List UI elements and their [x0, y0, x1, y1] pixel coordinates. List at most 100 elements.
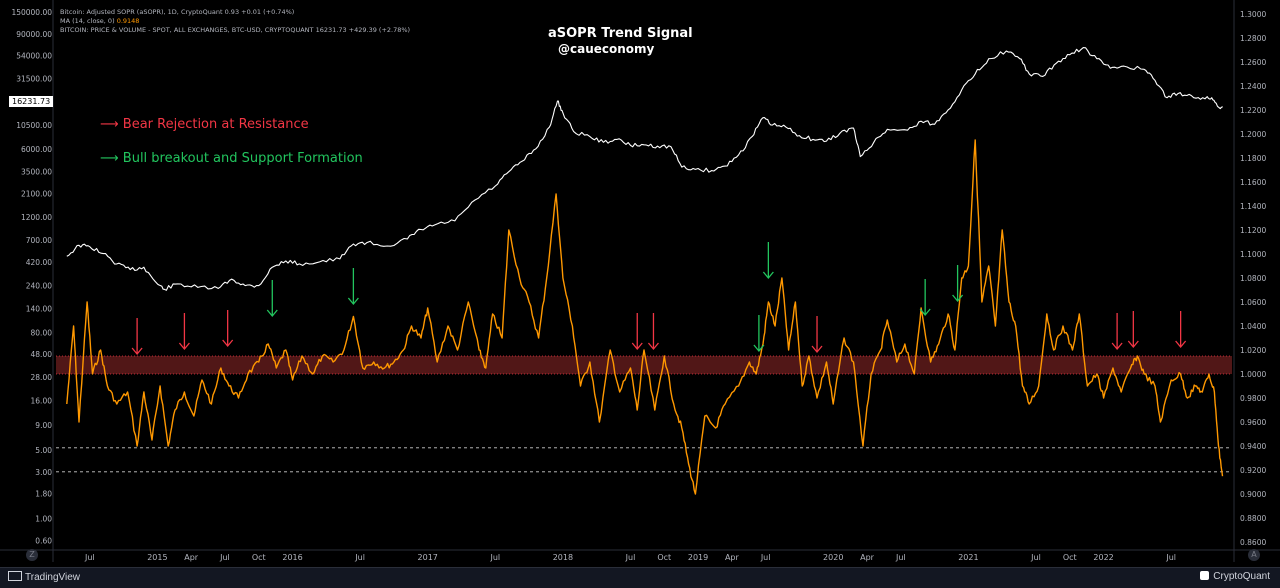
arrow-layer	[131, 242, 1187, 356]
current-price-tag: 16231.73	[9, 96, 54, 107]
right-axis-tick-label: 1.1800	[1240, 154, 1266, 163]
legend-bear-rejection: ⟶ Bear Rejection at Resistance	[100, 117, 309, 132]
left-axis-tick-label: 150000.00	[11, 8, 52, 17]
indicator-info: Bitcoin: Adjusted SOPR (aSOPR), 1D, Cryp…	[60, 8, 410, 35]
x-axis-tick-label: 2015	[147, 553, 167, 562]
red-arrow-head	[631, 342, 643, 351]
x-axis-tick-label: Apr	[184, 553, 199, 562]
cryptoquant-icon	[1200, 571, 1210, 580]
right-axis-tick-label: 0.8800	[1240, 514, 1266, 523]
right-axis-tick-label: 1.2200	[1240, 106, 1266, 115]
left-axis-tick-label: 10500.00	[16, 121, 52, 130]
x-axis-tick-label: Apr	[860, 553, 875, 562]
chart-background	[0, 0, 1280, 567]
green-arrow-icon: ⟶	[100, 151, 119, 166]
right-axis-tick-label: 1.2800	[1240, 34, 1266, 43]
right-axis-tick-label: 1.2600	[1240, 58, 1266, 67]
right-axis-tick-label: 0.8600	[1240, 538, 1266, 547]
tradingview-logo[interactable]: TradingView	[8, 571, 80, 583]
x-axis-tick-label: 2018	[553, 553, 573, 562]
red-arrow-head	[178, 342, 190, 351]
btc-price-line	[66, 47, 1223, 291]
x-axis-tick-label: 2021	[958, 553, 978, 562]
red-arrow-head	[131, 347, 143, 356]
asopr-ma-line	[66, 139, 1224, 495]
green-arrow-head	[952, 294, 964, 303]
x-axis-tick-label: Apr	[725, 553, 740, 562]
zoom-button[interactable]: Z	[26, 549, 38, 561]
left-axis-tick-label: 2100.00	[21, 189, 52, 198]
tradingview-label: TradingView	[25, 572, 81, 583]
resistance-band	[56, 356, 1232, 374]
right-axis-tick-label: 0.9400	[1240, 442, 1266, 451]
ma-label: MA (14, close, 0)	[60, 17, 115, 25]
x-axis-tick-label: Oct	[1063, 553, 1077, 562]
ma-value: 0.9148	[116, 17, 140, 25]
right-axis-tick-label: 0.9000	[1240, 490, 1266, 499]
red-arrow-head	[1111, 342, 1123, 351]
x-axis-tick-label: 2022	[1093, 553, 1113, 562]
right-axis-tick-label: 1.0800	[1240, 274, 1266, 283]
chart-subtitle: @caueconomy	[558, 42, 655, 56]
info-line-price: BITCOIN: PRICE & VOLUME - SPOT, ALL EXCH…	[60, 26, 411, 34]
right-axis-tick-label: 0.9800	[1240, 394, 1266, 403]
tradingview-icon	[8, 571, 22, 581]
right-axis-tick-label: 1.0600	[1240, 298, 1266, 307]
chart-canvas: 150000.0090000.0054000.0031500.0018000.0…	[0, 0, 1280, 567]
left-axis-tick-label: 54000.00	[16, 51, 52, 60]
footer-bar: TradingView CryptoQuant	[0, 567, 1280, 588]
green-arrow-head	[753, 344, 765, 353]
x-axis-tick-label: 2019	[688, 553, 708, 562]
x-axis-tick-label: Jul	[84, 553, 95, 562]
x-axis-tick-label: 2017	[418, 553, 438, 562]
left-axis-tick-label: 6000.00	[21, 145, 52, 154]
x-axis-tick-label: Jul	[354, 553, 365, 562]
right-axis-tick-label: 1.1200	[1240, 226, 1266, 235]
left-axis-tick-label: 28.00	[31, 373, 53, 382]
left-axis-tick-label: 5.00	[35, 446, 52, 455]
red-arrow-head	[222, 339, 234, 348]
right-axis-tick-label: 1.1000	[1240, 250, 1266, 259]
green-arrow-head	[266, 309, 278, 318]
legend-bear-label: Bear Rejection at Resistance	[122, 117, 309, 132]
red-arrow-head	[647, 342, 659, 351]
x-axis-tick-label: Oct	[252, 553, 266, 562]
x-axis-tick-label: Jul	[219, 553, 230, 562]
left-axis-tick-label: 1.80	[35, 490, 52, 499]
left-axis-tick-label: 700.00	[26, 236, 52, 245]
left-axis-tick-label: 420.00	[26, 258, 52, 267]
chart-title: aSOPR Trend Signal	[548, 26, 693, 41]
right-axis-tick-label: 0.9600	[1240, 418, 1266, 427]
right-axis-tick-label: 1.1400	[1240, 202, 1266, 211]
right-axis-tick-label: 1.0000	[1240, 370, 1266, 379]
green-arrow-head	[347, 297, 359, 306]
left-axis-tick-label: 80.00	[31, 328, 53, 337]
left-axis-tick-label: 140.00	[26, 305, 52, 314]
cryptoquant-logo[interactable]: CryptoQuant	[1200, 571, 1270, 582]
right-axis-tick-label: 1.0200	[1240, 346, 1266, 355]
red-arrow-head	[811, 345, 823, 354]
legend-bull-label: Bull breakout and Support Formation	[122, 151, 363, 166]
left-axis-tick-label: 31500.00	[16, 74, 52, 83]
left-axis-tick-label: 1.00	[35, 515, 52, 524]
right-axis-tick-label: 1.1600	[1240, 178, 1266, 187]
green-arrow-head	[919, 308, 931, 317]
green-arrow-head	[762, 271, 774, 280]
right-axis-tick-label: 1.3000	[1240, 10, 1266, 19]
left-axis-tick-label: 48.00	[31, 350, 53, 359]
left-axis-tick-label: 90000.00	[16, 30, 52, 39]
red-arrow-head	[1127, 340, 1139, 349]
series-layer	[66, 47, 1224, 495]
right-axis-tick-label: 0.9200	[1240, 466, 1266, 475]
right-axis-tick-label: 1.2000	[1240, 130, 1266, 139]
x-axis-tick-label: 2016	[282, 553, 302, 562]
band-layer	[56, 355, 1232, 473]
right-axis-tick-label: 1.2400	[1240, 82, 1266, 91]
legend-bull-breakout: ⟶ Bull breakout and Support Formation	[100, 151, 363, 166]
x-axis-tick-label: Oct	[657, 553, 671, 562]
x-axis-tick-label: Jul	[760, 553, 771, 562]
auto-scale-button[interactable]: A	[1248, 549, 1260, 561]
x-axis-tick-label: Jul	[625, 553, 636, 562]
red-arrow-head	[1175, 340, 1187, 349]
left-axis-tick-label: 16.00	[31, 397, 53, 406]
